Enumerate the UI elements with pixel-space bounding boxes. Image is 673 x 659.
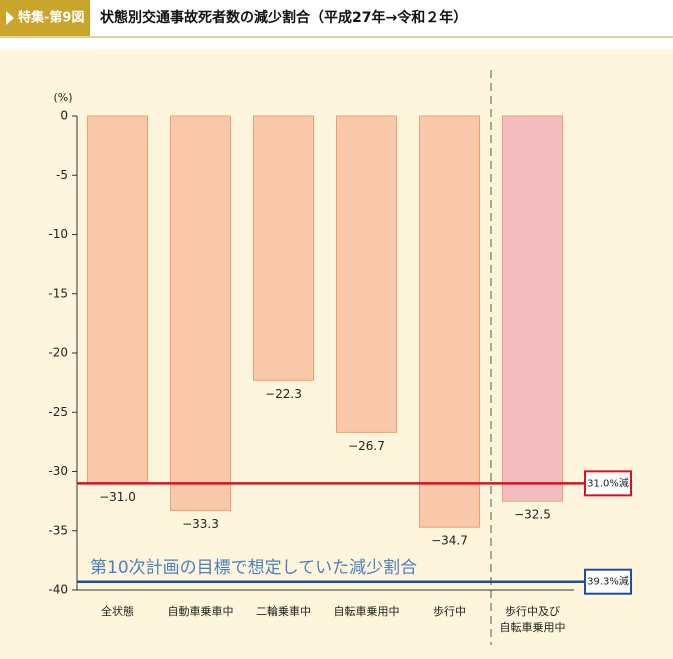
reference-box [584, 470, 632, 497]
x-tick-label: 全状態 [101, 604, 134, 618]
header-bg [0, 0, 673, 38]
bar [419, 115, 480, 528]
value-label: −32.5 [514, 508, 551, 522]
x-tick-label: 歩行中及び自転車乗用中 [500, 604, 566, 634]
y-tick-label: -30 [48, 464, 68, 478]
value-label: −26.7 [348, 439, 385, 453]
chart-title: 状態別交通事故死者数の減少割合（平成27年→令和２年） [100, 9, 467, 26]
y-tick-label: -35 [48, 523, 68, 537]
arrow-icon [6, 11, 14, 25]
bar [253, 115, 314, 381]
y-tick-label: -20 [48, 346, 68, 360]
y-tick-label: -15 [48, 286, 68, 300]
annotation: 第10次計画の目標で想定していた減少割合 [90, 558, 417, 578]
y-tick-label: -5 [56, 168, 68, 182]
bar [502, 115, 563, 502]
x-tick-label: 歩行中 [433, 604, 466, 618]
reference-box [584, 568, 632, 595]
figure-label-bg [0, 0, 90, 36]
bar [87, 115, 148, 484]
x-tick-label: 自動車乗車中 [168, 604, 234, 618]
y-tick-label: -10 [48, 227, 68, 241]
value-label: −34.7 [431, 534, 468, 548]
value-label: −31.0 [99, 490, 136, 504]
y-unit: (%) [53, 91, 72, 104]
x-tick-label: 二輪乗車中 [256, 604, 311, 618]
value-label: −33.3 [182, 517, 219, 531]
x-tick-label: 自転車乗用中 [334, 604, 400, 618]
y-tick-label: -40 [48, 583, 68, 597]
figure-label: 特集-第9図 [18, 10, 84, 26]
bar [336, 115, 397, 433]
bar [170, 115, 231, 512]
y-tick-label: -25 [48, 405, 68, 419]
y-tick-label: 0 [60, 109, 68, 123]
reference-label: 39.3%減 [587, 575, 629, 588]
reference-label: 31.0%減 [587, 476, 629, 489]
value-label: −22.3 [265, 387, 302, 401]
